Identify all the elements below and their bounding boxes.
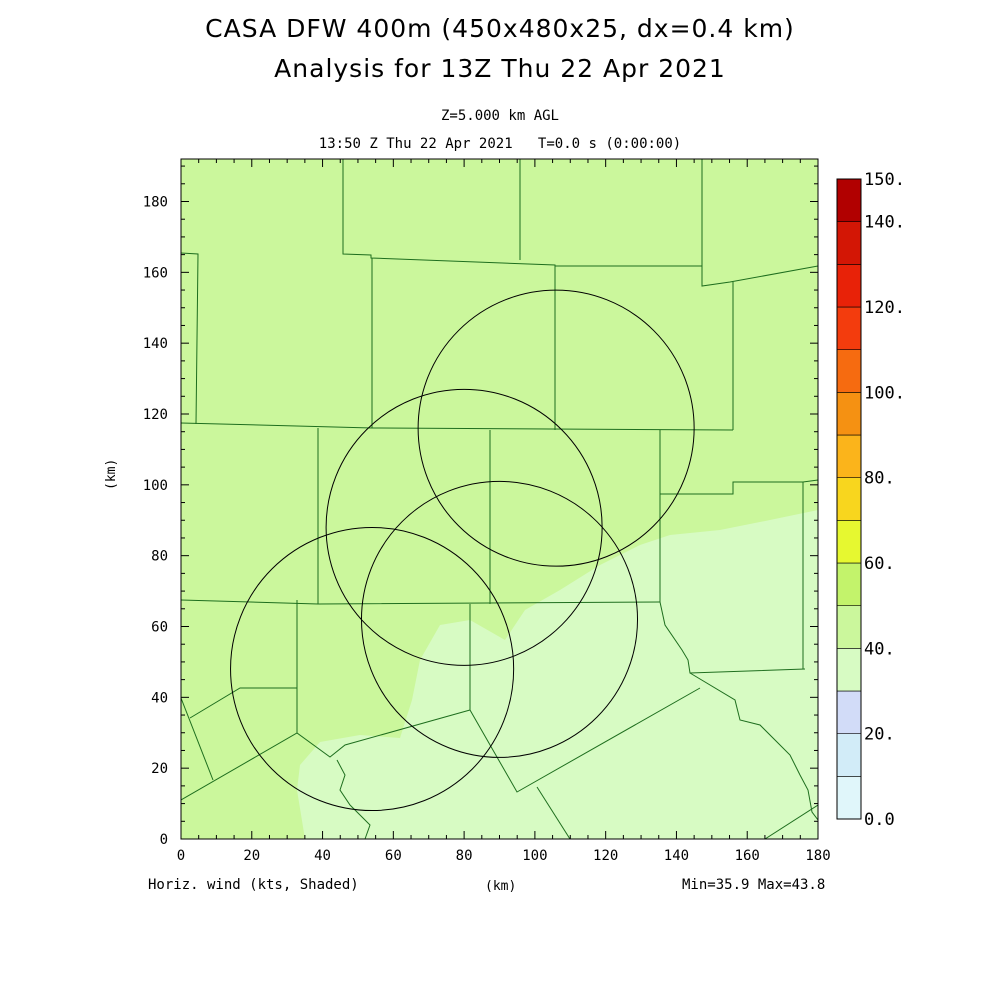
colorbar-label: 80.: [864, 469, 895, 489]
y-tick-label: 180: [143, 195, 168, 211]
colorbar-bin: [836, 434, 862, 478]
colorbar-label: 20.: [864, 725, 895, 745]
colorbar-label: 100.: [864, 383, 905, 403]
x-tick-label: 180: [805, 848, 830, 864]
colorbar-label: 0.0: [864, 810, 895, 830]
y-tick-label: 60: [151, 620, 168, 636]
colorbar-bin: [836, 690, 862, 734]
min-max-label: Min=35.9 Max=43.8: [682, 877, 826, 893]
colorbar-bin: [836, 221, 862, 265]
x-axis-label: (km): [485, 879, 517, 894]
colorbar-bin: [836, 776, 862, 820]
y-tick-label: 20: [151, 761, 168, 777]
low-wind-region: [297, 510, 818, 839]
x-tick-label: 120: [593, 848, 618, 864]
y-tick-label: 100: [143, 478, 168, 494]
y-tick-label: 40: [151, 690, 168, 706]
colorbar-label: 60.: [864, 554, 895, 574]
y-tick-label: 140: [143, 336, 168, 352]
time-label: 13:50 Z Thu 22 Apr 2021 T=0.0 s (0:00:00…: [318, 136, 682, 152]
colorbar-bin: [836, 392, 862, 436]
colorbar-label: 40.: [864, 639, 895, 659]
colorbar-label: 140.: [864, 213, 905, 233]
x-tick-label: 40: [314, 848, 331, 864]
colorbar-bin: [836, 520, 862, 564]
plot-title-line1: CASA DFW 400m (450x480x25, dx=0.4 km): [205, 14, 795, 43]
x-tick-label: 140: [664, 848, 689, 864]
colorbar-bin: [836, 264, 862, 308]
y-tick-label: 0: [160, 832, 168, 848]
colorbar-bin: [836, 477, 862, 521]
x-tick-label: 100: [522, 848, 547, 864]
radar-ring-3: [360, 480, 639, 758]
level-label: Z=5.000 km AGL: [440, 108, 559, 124]
colorbar-frame: [836, 178, 862, 820]
axis-ticks: [180, 159, 819, 840]
county-boundaries: [181, 159, 818, 839]
x-tick-label: 80: [456, 848, 473, 864]
y-axis-label: (km): [104, 458, 119, 490]
colorbar-bin: [836, 306, 862, 350]
colorbar-bin: [836, 349, 862, 393]
colorbar: [836, 178, 862, 820]
colorbar-label: 150.: [864, 170, 905, 190]
x-tick-label: 60: [385, 848, 402, 864]
y-tick-label: 80: [151, 549, 168, 565]
field-description: Horiz. wind (kts, Shaded): [148, 877, 359, 893]
y-tick-label: 160: [143, 265, 168, 281]
x-tick-label: 0: [177, 848, 185, 864]
radar-ring-1: [417, 289, 695, 567]
axis-tick-labels: 0 20 40 60 80 100 120 140 160 180 0 20 40 60 80 100 120 1…: [143, 195, 831, 865]
y-tick-label: 120: [143, 407, 168, 423]
colorbar-label: 120.: [864, 298, 905, 318]
colorbar-labels: 150. 140. 120. 100. 80. 60. 40. 20. 0.0: [864, 170, 905, 830]
colorbar-bin: [836, 562, 862, 606]
plot-title-line2: Analysis for 13Z Thu 22 Apr 2021: [274, 54, 726, 83]
colorbar-bin: [836, 605, 862, 649]
colorbar-bin: [836, 178, 862, 222]
x-tick-label: 20: [243, 848, 260, 864]
radar-ring-4: [230, 526, 515, 812]
colorbar-bin: [836, 733, 862, 777]
radar-range-rings: [230, 289, 695, 812]
colorbar-bin: [836, 648, 862, 692]
x-tick-label: 160: [735, 848, 760, 864]
